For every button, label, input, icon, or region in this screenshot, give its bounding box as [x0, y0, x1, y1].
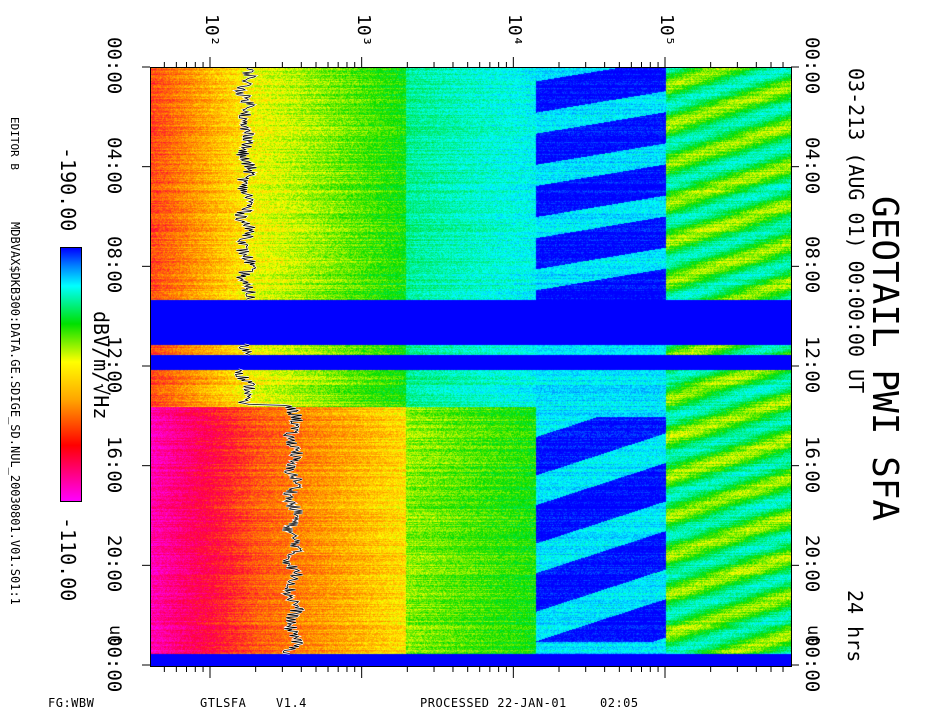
y-tick-label-left: 20:00 — [103, 535, 125, 593]
y-tick-label-left: 00:00 — [103, 37, 125, 95]
y-tick-label-right: 08:00 — [801, 236, 823, 294]
program-label: GTLSFA — [200, 696, 247, 710]
x-tick-label: 10² — [201, 14, 222, 47]
spectrogram-canvas — [151, 68, 791, 666]
trace-line — [234, 369, 305, 654]
x-tick-label: 10⁵ — [656, 14, 677, 47]
y-ut-label-left: ut — [105, 625, 125, 646]
trace-line — [238, 344, 252, 355]
y-tick-label-left: 08:00 — [103, 236, 125, 294]
y-tick-label-right: 04:00 — [801, 136, 823, 194]
trace-overlay — [231, 68, 306, 655]
trace-line — [234, 68, 257, 300]
y-tick-label-right: 16:00 — [801, 435, 823, 493]
version-label: V1.4 — [276, 696, 307, 710]
processed-label: PROCESSED 22-JAN-01 — [420, 696, 567, 710]
y-tick-label-left: 04:00 — [103, 136, 125, 194]
y-tick-label-left: 12:00 — [103, 336, 125, 394]
y-tick-label-right: 12:00 — [801, 336, 823, 394]
fg-label: FG:WBW — [48, 696, 95, 710]
processed-time-label: 02:05 — [600, 696, 639, 710]
colorbar — [60, 247, 82, 502]
x-tick-label: 10⁴ — [504, 14, 526, 47]
y-tick-label-left: 16:00 — [103, 435, 125, 493]
x-tick-label: 10³ — [352, 14, 374, 47]
y-ut-label-right: ut — [803, 625, 823, 646]
spectrogram-plot — [150, 67, 792, 667]
y-tick-label-right: 00:00 — [801, 37, 823, 95]
y-tick-label-right: 20:00 — [801, 535, 823, 593]
